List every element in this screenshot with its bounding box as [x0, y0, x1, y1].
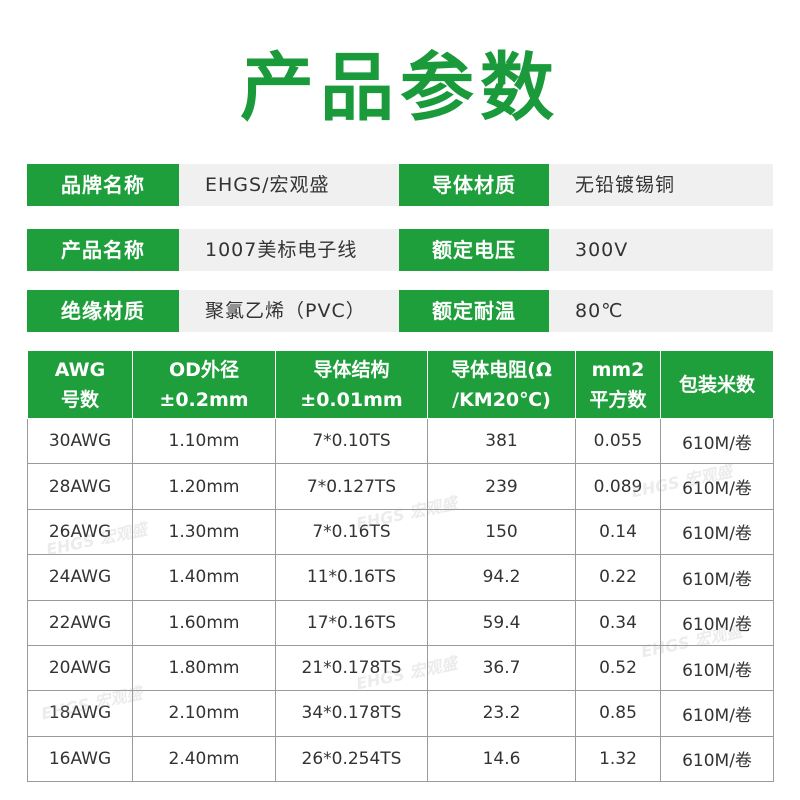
cell-packaging: 610M/卷: [660, 463, 774, 510]
cell-awg: 20AWG: [27, 644, 133, 692]
page-title: 产品参数: [240, 45, 560, 131]
cell-od: 2.10mm: [132, 690, 276, 737]
param-label: 额定耐温: [399, 290, 549, 332]
table-row: 24AWG 1.40mm 11*0.16TS 94.2 0.22 610M/卷: [27, 554, 774, 601]
cell-awg: 24AWG: [27, 554, 133, 601]
cell-awg: 28AWG: [27, 463, 133, 510]
param-label: 导体材质: [399, 164, 549, 206]
header-conductor-structure: 导体结构 ±0.01mm: [275, 350, 428, 419]
param-row-brand: 品牌名称 EHGS/宏观盛 导体材质 无铅镀锡铜: [27, 164, 773, 206]
cell-packaging: 610M/卷: [660, 599, 774, 646]
cell-awg: 30AWG: [27, 417, 133, 465]
cell-packaging: 610M/卷: [660, 508, 774, 556]
cell-structure: 17*0.16TS: [275, 599, 428, 646]
param-value: 无铅镀锡铜: [549, 164, 773, 206]
param-value: 聚氯乙烯（PVC）: [179, 290, 399, 332]
cell-structure: 7*0.16TS: [275, 508, 428, 556]
param-label: 产品名称: [27, 229, 179, 271]
cell-resistance: 23.2: [427, 690, 576, 737]
table-row: 20AWG 1.80mm 21*0.178TS 36.7 0.52 610M/卷: [27, 644, 774, 692]
cell-od: 1.60mm: [132, 599, 276, 646]
cell-awg: 16AWG: [27, 735, 133, 783]
cell-resistance: 14.6: [427, 735, 576, 783]
table-row: 30AWG 1.10mm 7*0.10TS 381 0.055 610M/卷: [27, 417, 774, 465]
table-header-row: AWG 号数 OD外径 ±0.2mm 导体结构 ±0.01mm 导体电阻(Ω/KM20…: [27, 350, 774, 419]
table-row: 16AWG 2.40mm 26*0.254TS 14.6 1.32 610M/卷: [27, 735, 774, 783]
cell-packaging: 610M/卷: [660, 644, 774, 692]
header-od: OD外径 ±0.2mm: [132, 350, 276, 419]
table-row: 26AWG 1.30mm 7*0.16TS 150 0.14 610M/卷: [27, 508, 774, 556]
cell-mm2: 0.52: [575, 644, 661, 692]
cell-od: 2.40mm: [132, 735, 276, 783]
param-value: EHGS/宏观盛: [179, 164, 399, 206]
header-packaging: 包装米数: [660, 350, 774, 419]
cell-structure: 11*0.16TS: [275, 554, 428, 601]
header-awg: AWG 号数: [27, 350, 133, 419]
cell-mm2: 0.089: [575, 463, 661, 510]
cell-mm2: 0.85: [575, 690, 661, 737]
param-row-insulation: 绝缘材质 聚氯乙烯（PVC） 额定耐温 80℃: [27, 290, 773, 332]
param-label: 绝缘材质: [27, 290, 179, 332]
table-row: 18AWG 2.10mm 34*0.178TS 23.2 0.85 610M/卷: [27, 690, 774, 737]
cell-packaging: 610M/卷: [660, 735, 774, 783]
cell-resistance: 381: [427, 417, 576, 465]
param-value: 1007美标电子线: [179, 229, 399, 271]
cell-mm2: 1.32: [575, 735, 661, 783]
cell-awg: 26AWG: [27, 508, 133, 556]
cell-awg: 22AWG: [27, 599, 133, 646]
param-label: 品牌名称: [27, 164, 179, 206]
param-value: 80℃: [549, 290, 773, 332]
cell-awg: 18AWG: [27, 690, 133, 737]
cell-od: 1.80mm: [132, 644, 276, 692]
cell-mm2: 0.055: [575, 417, 661, 465]
cell-structure: 26*0.254TS: [275, 735, 428, 783]
cell-packaging: 610M/卷: [660, 690, 774, 737]
table-row: 22AWG 1.60mm 17*0.16TS 59.4 0.34 610M/卷: [27, 599, 774, 646]
param-value: 300V: [549, 229, 773, 271]
spec-table: AWG 号数 OD外径 ±0.2mm 导体结构 ±0.01mm 导体电阻(Ω/KM20…: [27, 350, 774, 783]
table-row: 28AWG 1.20mm 7*0.127TS 239 0.089 610M/卷: [27, 463, 774, 510]
cell-mm2: 0.22: [575, 554, 661, 601]
cell-od: 1.30mm: [132, 508, 276, 556]
cell-od: 1.20mm: [132, 463, 276, 510]
cell-structure: 34*0.178TS: [275, 690, 428, 737]
cell-od: 1.40mm: [132, 554, 276, 601]
header-resistance: 导体电阻(Ω/KM20℃): [427, 350, 576, 419]
cell-mm2: 0.14: [575, 508, 661, 556]
cell-structure: 21*0.178TS: [275, 644, 428, 692]
cell-packaging: 610M/卷: [660, 417, 774, 465]
param-label: 额定电压: [399, 229, 549, 271]
cell-resistance: 36.7: [427, 644, 576, 692]
cell-structure: 7*0.10TS: [275, 417, 428, 465]
cell-resistance: 150: [427, 508, 576, 556]
cell-resistance: 59.4: [427, 599, 576, 646]
cell-od: 1.10mm: [132, 417, 276, 465]
cell-resistance: 239: [427, 463, 576, 510]
cell-resistance: 94.2: [427, 554, 576, 601]
param-row-product: 产品名称 1007美标电子线 额定电压 300V: [27, 229, 773, 271]
header-mm2: mm2 平方数: [575, 350, 661, 419]
cell-packaging: 610M/卷: [660, 554, 774, 601]
